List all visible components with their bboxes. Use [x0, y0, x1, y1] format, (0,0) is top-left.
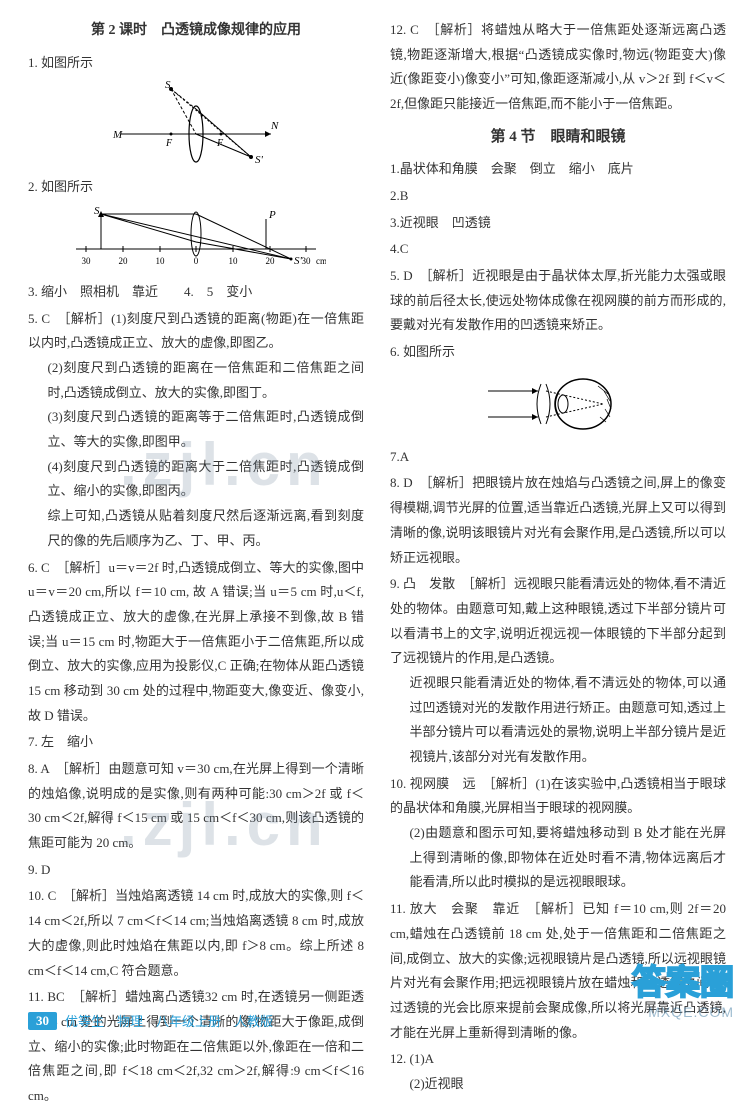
q-num: 2.	[28, 179, 38, 194]
r-q12: 12. C ［解析］将蜡烛从略大于一倍焦距处逐渐远离凸透镜,物距逐渐增大,根据“…	[390, 18, 726, 117]
q3-4: 3. 缩小 照相机 靠近 4. 5 变小	[28, 280, 364, 305]
svg-text:20: 20	[119, 256, 129, 266]
svg-text:0: 0	[194, 256, 199, 266]
q9: 9. D	[28, 858, 364, 883]
svg-text:30: 30	[302, 256, 312, 266]
q-text: 如图所示	[41, 179, 93, 194]
r6: 6. 如图所示	[390, 340, 726, 365]
r7: 7.A	[390, 445, 726, 470]
r10: 10. 视网膜 远 ［解析］(1)在该实验中,凸透镜相当于眼球的晶状体和角膜,光…	[390, 772, 726, 895]
right-column: 12. C ［解析］将蜡烛从略大于一倍焦距处逐渐远离凸透镜,物距逐渐增大,根据“…	[390, 18, 726, 994]
figure-2: 30 20 10 0 10 20 30 S P S'	[28, 204, 364, 274]
q7: 7. 左 缩小	[28, 730, 364, 755]
svg-text:30: 30	[82, 256, 92, 266]
lesson-heading: 第 2 课时 凸透镜成像规律的应用	[28, 18, 364, 45]
q8: 8. A ［解析］由题意可知 v＝30 cm,在光屏上得到一个清晰的烛焰像,说明…	[28, 757, 364, 856]
page-number: 30	[28, 1012, 57, 1030]
svg-text:S: S	[94, 205, 100, 217]
figure-eye	[390, 369, 726, 439]
r5: 5. D ［解析］近视眼是由于晶状体太厚,折光能力太强或眼球的前后径太长,使远处…	[390, 264, 726, 338]
q2: 2. 如图所示	[28, 175, 364, 200]
left-column: 第 2 课时 凸透镜成像规律的应用 1. 如图所示 S S' M N	[28, 18, 364, 994]
svg-text:P: P	[268, 209, 276, 221]
q10: 10. C ［解析］当烛焰离透镜 14 cm 时,成放大的实像,则 f＜14 c…	[28, 884, 364, 983]
svg-text:10: 10	[229, 256, 239, 266]
svg-text:cm: cm	[316, 256, 326, 266]
r3: 3.近视眼 凹透镜	[390, 211, 726, 236]
fig1-F1: F	[165, 138, 173, 149]
q5: 5. C ［解析］(1)刻度尺到凸透镜的距离(物距)在一倍焦距以内时,凸透镜成正…	[28, 307, 364, 554]
figure-1: S S' M N F F	[28, 79, 364, 169]
fig1-F2: F	[216, 138, 224, 149]
q11: 11. BC ［解析］蜡烛离凸透镜32 cm 时,在透镜另一侧距透镜 18 cm…	[28, 985, 364, 1108]
fig1-S: S	[165, 79, 171, 91]
r12: 12. (1)A (2)近视眼	[390, 1047, 726, 1096]
fig1-M: M	[112, 129, 123, 141]
section-heading: 第 4 节 眼睛和眼镜	[390, 123, 726, 152]
svg-text:10: 10	[156, 256, 166, 266]
fig1-Sp: S'	[255, 154, 264, 166]
footer: 30 优等生 物理 八年级上册 人教版	[28, 1011, 726, 1030]
r2: 2.B	[390, 184, 726, 209]
q1: 1. 如图所示	[28, 51, 364, 76]
q6: 6. C ［解析］u＝v＝2f 时,凸透镜成倒立、等大的实像,图中 u＝v＝20…	[28, 556, 364, 729]
r1: 1.晶状体和角膜 会聚 倒立 缩小 底片	[390, 157, 726, 182]
svg-text:20: 20	[266, 256, 276, 266]
r8: 8. D ［解析］把眼镜片放在烛焰与凸透镜之间,屏上的像变得模糊,调节光屏的位置…	[390, 471, 726, 570]
fig1-N: N	[270, 120, 279, 132]
q-num: 1.	[28, 55, 38, 70]
footer-text: 优等生 物理 八年级上册 人教版	[65, 1011, 273, 1030]
r9: 9. 凸 发散 ［解析］远视眼只能看清远处的物体,看不清近处的物体。由题意可知,…	[390, 572, 726, 770]
svg-text:S': S'	[294, 255, 303, 267]
q-text: 如图所示	[41, 55, 93, 70]
r4: 4.C	[390, 237, 726, 262]
